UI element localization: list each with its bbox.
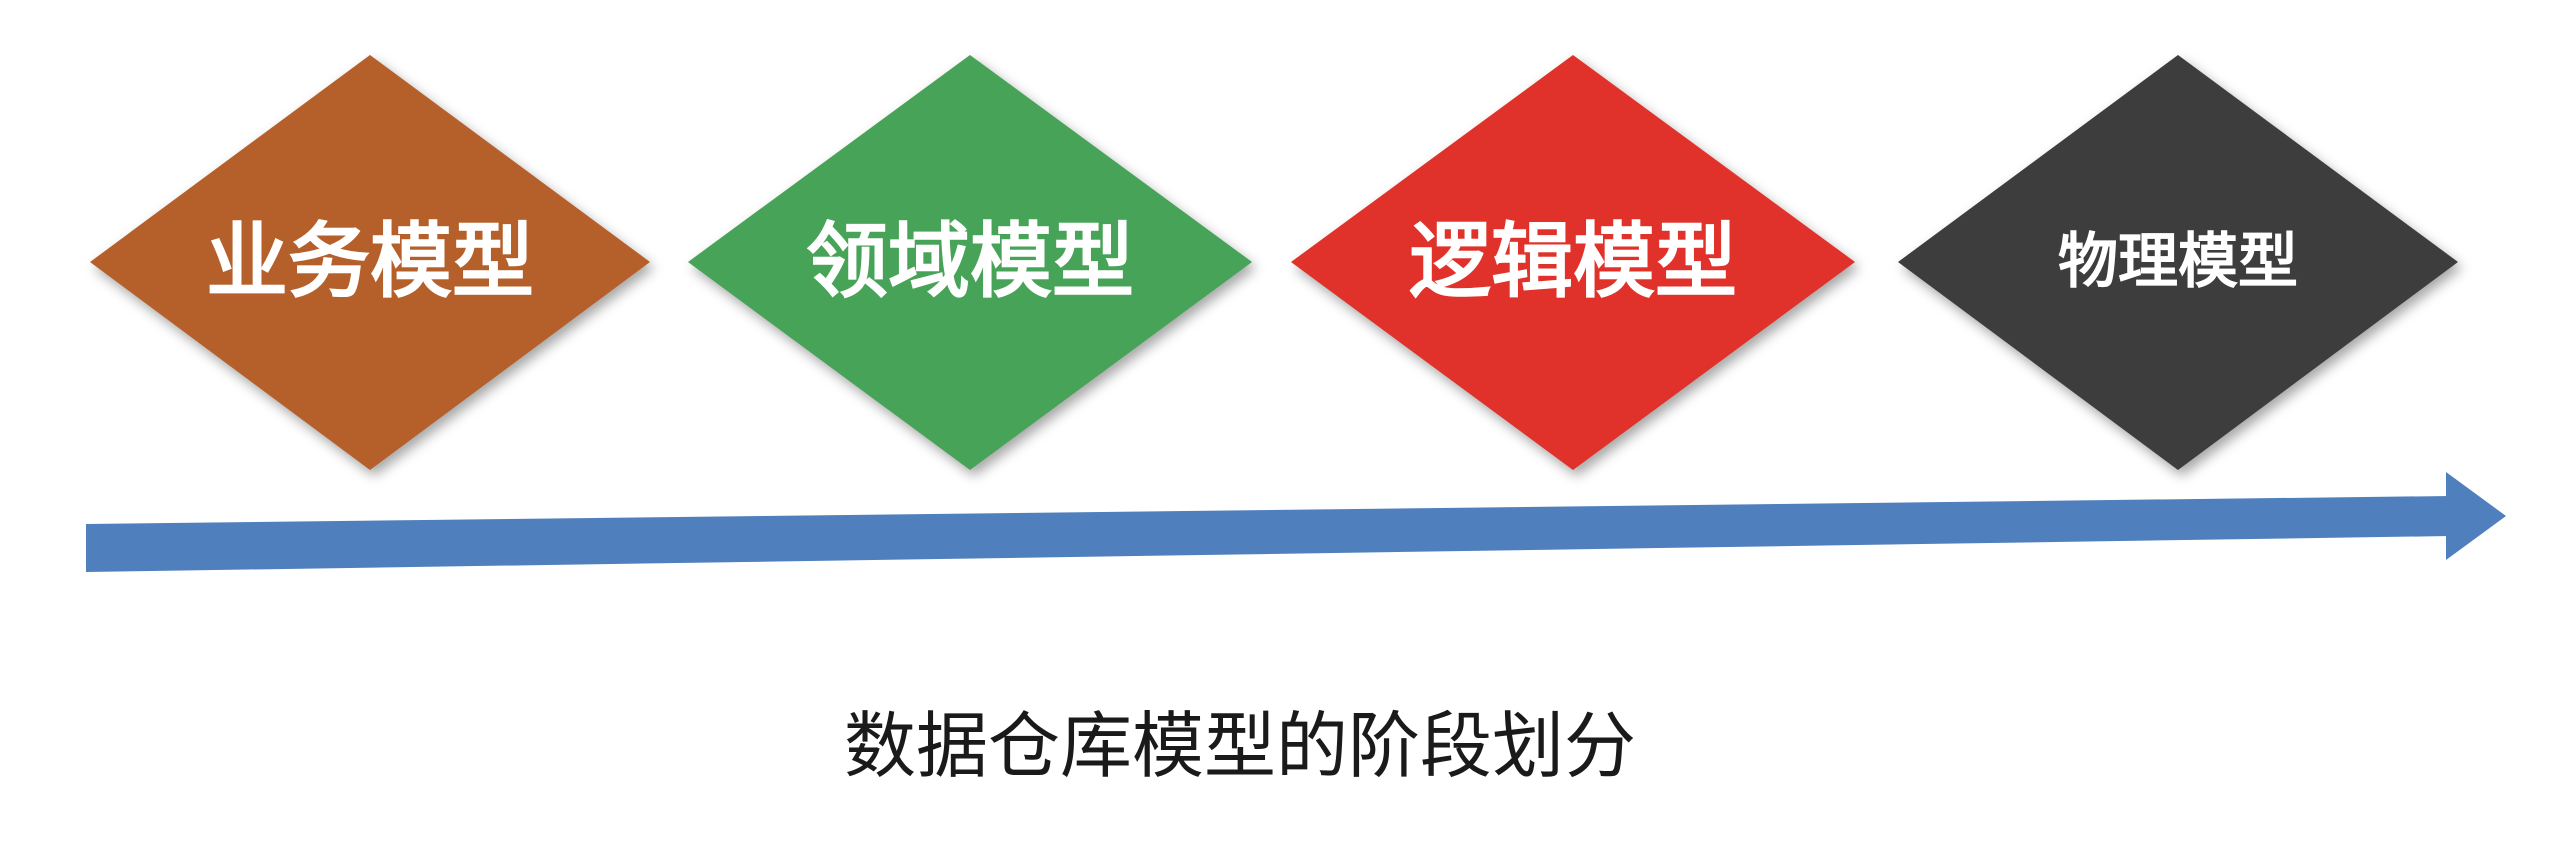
stage-label: 物理模型: [2058, 227, 2298, 297]
stage-business-model: 业务模型: [90, 55, 650, 470]
stage-label: 逻辑模型: [1409, 215, 1737, 310]
stage-diamond: [90, 55, 650, 470]
arrow-shaft: [86, 496, 2450, 572]
stage-label: 领域模型: [806, 215, 1134, 310]
stage-diamond: [1291, 55, 1855, 470]
stage-diamond: [688, 55, 1252, 470]
arrow-head: [2446, 472, 2506, 560]
stage-label: 业务模型: [206, 215, 534, 310]
diagram-caption: 数据仓库模型的阶段划分: [844, 704, 1636, 788]
stage-diamond: [1898, 55, 2458, 470]
stage-physical-model: 物理模型: [1898, 55, 2458, 470]
stage-logical-model: 逻辑模型: [1291, 55, 1855, 470]
progress-arrow: [86, 472, 2506, 572]
stage-domain-model: 领域模型: [688, 55, 1252, 470]
